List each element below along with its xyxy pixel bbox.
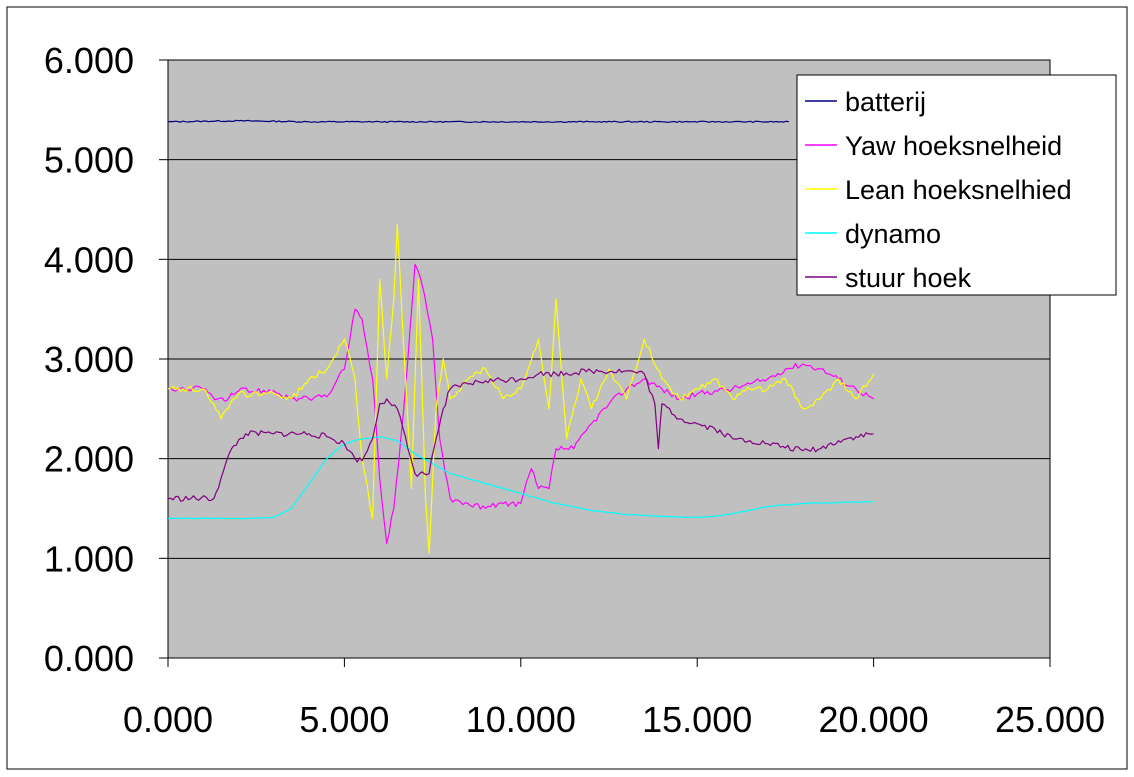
y-tick-label: 5.000 <box>44 140 134 181</box>
legend-entry: stuur hoek <box>845 263 972 293</box>
axes: 0.000 1.000 2.000 3.000 4.000 5.000 6.000 0.000… <box>44 40 1105 740</box>
series-group <box>167 119 875 555</box>
y-tick-label: 3.000 <box>44 339 134 380</box>
series-line-dynamo <box>167 436 874 520</box>
series-line-batterij <box>167 119 790 124</box>
legend-entry: batterij <box>845 87 926 117</box>
x-tick-label: 20.000 <box>819 699 929 740</box>
y-tick-label: 2.000 <box>44 439 134 480</box>
x-tick-label: 15.000 <box>642 699 752 740</box>
y-tick-label: 4.000 <box>44 239 134 280</box>
x-tick-label: 10.000 <box>466 699 576 740</box>
legend-entry: Lean hoeksnelhied <box>845 175 1072 205</box>
series-line-lean-hoeksnelhied <box>167 223 875 555</box>
x-tick-label: 5.000 <box>299 699 389 740</box>
y-tick-label: 0.000 <box>44 638 134 679</box>
x-tick-label: 0.000 <box>123 699 213 740</box>
legend-entry: dynamo <box>845 219 941 249</box>
y-tick-label: 1.000 <box>44 538 134 579</box>
x-tick-label: 25.000 <box>995 699 1105 740</box>
legend-entry: Yaw hoeksnelheid <box>845 131 1062 161</box>
series-line-stuur-hoek <box>167 368 874 502</box>
legend-box <box>796 74 1117 296</box>
series-line-yaw-hoeksnelheid <box>167 263 874 545</box>
legend: batterij Yaw hoeksnelheid Lean hoeksnelhie… <box>796 74 1117 296</box>
y-tick-label: 6.000 <box>44 40 134 81</box>
